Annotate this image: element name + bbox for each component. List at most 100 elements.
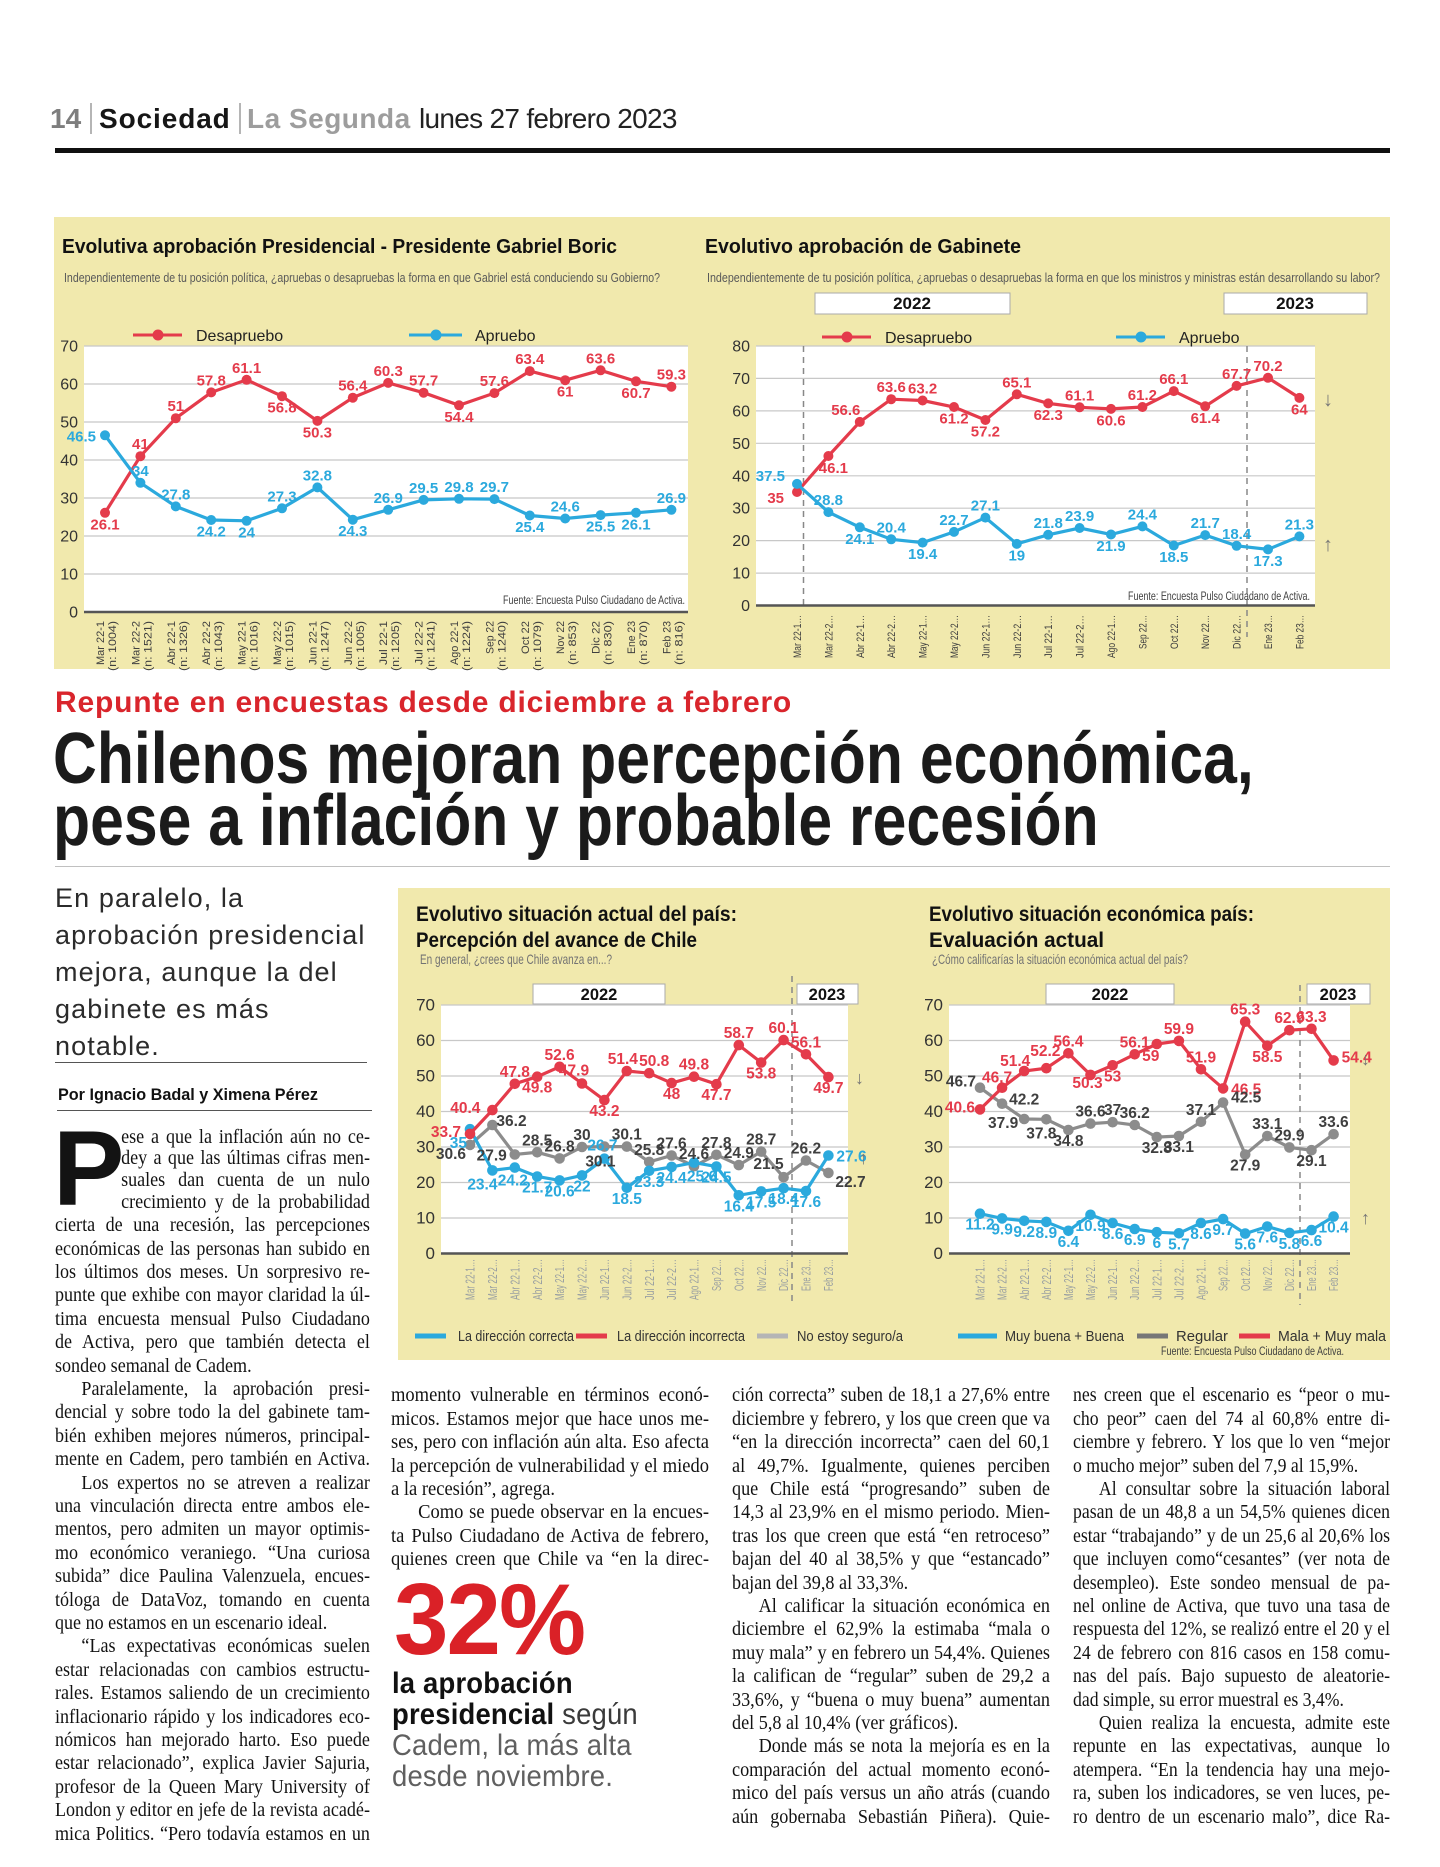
svg-text:29.8: 29.8 <box>444 479 473 496</box>
svg-text:Abr 22-2…: Abr 22-2… <box>1039 1259 1054 1300</box>
svg-text:2022: 2022 <box>1092 986 1129 1004</box>
svg-text:Muy buena + Buena: Muy buena + Buena <box>1005 1328 1125 1345</box>
svg-text:21.7: 21.7 <box>522 1180 552 1197</box>
svg-text:6.9: 6.9 <box>1124 1232 1146 1249</box>
svg-text:Fuente: Encuesta Pulso Ciudada: Fuente: Encuesta Pulso Ciudadano de Acti… <box>503 593 685 607</box>
svg-text:18.5: 18.5 <box>1159 549 1188 566</box>
svg-text:36.2: 36.2 <box>1120 1105 1150 1122</box>
svg-text:50: 50 <box>924 1067 943 1086</box>
svg-text:52.2: 52.2 <box>1030 1043 1060 1060</box>
svg-text:26.2: 26.2 <box>791 1141 821 1158</box>
svg-text:↓: ↓ <box>855 1068 864 1088</box>
svg-text:53: 53 <box>1104 1068 1122 1085</box>
svg-text:10: 10 <box>924 1209 943 1228</box>
svg-text:Jul 22-2…: Jul 22-2… <box>1172 1259 1187 1300</box>
svg-text:52.6: 52.6 <box>545 1047 576 1064</box>
svg-text:63.3: 63.3 <box>1296 1009 1327 1026</box>
svg-text:59.3: 59.3 <box>657 367 686 384</box>
svg-text:24.5: 24.5 <box>701 1170 732 1187</box>
svg-text:28.5: 28.5 <box>522 1132 553 1149</box>
svg-text:↑: ↑ <box>1361 1208 1370 1228</box>
svg-text:32.8: 32.8 <box>303 467 332 484</box>
svg-text:Feb 23…: Feb 23… <box>821 1259 836 1291</box>
svg-text:Jul 22-1…: Jul 22-1… <box>1149 1259 1164 1300</box>
svg-text:60: 60 <box>60 377 78 394</box>
svg-text:Abr 22-1…: Abr 22-1… <box>855 615 867 658</box>
svg-text:42.5: 42.5 <box>1231 1090 1262 1107</box>
svg-text:26.9: 26.9 <box>657 490 686 507</box>
svg-text:↓: ↓ <box>1323 389 1333 411</box>
svg-text:Oct 22…: Oct 22… <box>1238 1259 1253 1291</box>
svg-text:Mar 22-1(n: 1004): Mar 22-1(n: 1004) <box>95 621 119 671</box>
svg-text:37.1: 37.1 <box>1186 1102 1217 1119</box>
svg-text:56.1: 56.1 <box>1120 1034 1151 1051</box>
svg-text:22: 22 <box>573 1178 590 1195</box>
svg-text:Oct 22(n: 1079): Oct 22(n: 1079) <box>520 621 544 671</box>
svg-text:Mar 22-1…: Mar 22-1… <box>792 615 804 658</box>
svg-text:40.4: 40.4 <box>450 1100 481 1117</box>
svg-text:20: 20 <box>924 1173 943 1192</box>
svg-text:Mar 22-2(n: 1521): Mar 22-2(n: 1521) <box>130 621 154 671</box>
svg-text:Ene 23…: Ene 23… <box>1263 615 1275 649</box>
svg-text:49.8: 49.8 <box>679 1057 710 1074</box>
svg-text:Jul 22-1…: Jul 22-1… <box>1043 615 1055 658</box>
svg-text:40.6: 40.6 <box>945 1099 976 1116</box>
svg-text:May 22-1…: May 22-1… <box>918 615 930 658</box>
svg-text:59.9: 59.9 <box>1164 1021 1195 1038</box>
svg-text:61.4: 61.4 <box>1191 410 1221 427</box>
svg-text:33.1: 33.1 <box>1164 1139 1195 1156</box>
svg-text:57.2: 57.2 <box>971 424 1000 441</box>
svg-text:Feb 23(n: 816): Feb 23(n: 816) <box>661 621 685 665</box>
svg-text:46.7: 46.7 <box>946 1074 976 1091</box>
svg-text:Oct 22…: Oct 22… <box>1169 615 1181 649</box>
svg-text:24.6: 24.6 <box>679 1146 710 1163</box>
svg-text:10: 10 <box>60 567 78 584</box>
svg-text:Jun 22-2…: Jun 22-2… <box>1127 1259 1142 1300</box>
svg-text:65.3: 65.3 <box>1230 1002 1261 1019</box>
svg-text:34: 34 <box>132 463 149 480</box>
svg-text:19: 19 <box>1008 547 1025 564</box>
svg-text:59: 59 <box>1142 1048 1160 1065</box>
svg-text:30: 30 <box>924 1138 943 1157</box>
svg-text:24.9: 24.9 <box>724 1145 755 1162</box>
svg-text:37.8: 37.8 <box>1026 1125 1057 1142</box>
svg-text:61.1: 61.1 <box>1065 387 1094 404</box>
svg-text:60.1: 60.1 <box>769 1020 800 1037</box>
svg-text:La dirección correcta: La dirección correcta <box>458 1328 575 1345</box>
svg-text:Abr 22-2(n: 1043): Abr 22-2(n: 1043) <box>201 621 225 671</box>
svg-text:20: 20 <box>60 529 78 546</box>
svg-text:65.1: 65.1 <box>1002 374 1031 391</box>
svg-text:20: 20 <box>416 1173 435 1192</box>
svg-text:10.4: 10.4 <box>1319 1220 1350 1237</box>
svg-text:46.1: 46.1 <box>819 460 848 477</box>
svg-text:54.4: 54.4 <box>444 409 474 426</box>
svg-text:58.5: 58.5 <box>1252 1049 1283 1066</box>
svg-text:50: 50 <box>416 1067 435 1086</box>
svg-text:51.4: 51.4 <box>1000 1053 1031 1070</box>
svg-text:60.7: 60.7 <box>621 385 650 402</box>
svg-text:30: 30 <box>573 1127 590 1144</box>
svg-text:0: 0 <box>934 1244 943 1263</box>
svg-text:Mar 22-2…: Mar 22-2… <box>485 1259 500 1300</box>
svg-text:58.7: 58.7 <box>724 1025 754 1042</box>
svg-text:Desapruebo: Desapruebo <box>196 328 283 345</box>
svg-text:24.4: 24.4 <box>1128 506 1158 523</box>
svg-text:May 22-1…: May 22-1… <box>552 1259 567 1300</box>
svg-text:28.8: 28.8 <box>814 492 843 509</box>
svg-text:La dirección incorrecta: La dirección incorrecta <box>617 1328 746 1345</box>
svg-text:Regular: Regular <box>1176 1328 1228 1345</box>
svg-text:0: 0 <box>69 605 78 622</box>
svg-text:27.6: 27.6 <box>836 1149 867 1166</box>
svg-text:Jun 22-1…: Jun 22-1… <box>980 615 992 658</box>
svg-text:10.9: 10.9 <box>1075 1218 1106 1235</box>
svg-text:56.6: 56.6 <box>831 402 860 419</box>
svg-text:34.8: 34.8 <box>1053 1133 1084 1150</box>
svg-text:May 22-2…: May 22-2… <box>949 615 961 658</box>
svg-text:2022: 2022 <box>893 294 931 313</box>
svg-text:Jun 22-1(n: 1247): Jun 22-1(n: 1247) <box>307 621 331 671</box>
svg-text:70: 70 <box>416 996 435 1015</box>
svg-text:30.6: 30.6 <box>436 1146 467 1163</box>
svg-text:Mar 22-1…: Mar 22-1… <box>973 1259 988 1300</box>
svg-text:50.3: 50.3 <box>1072 1075 1103 1092</box>
svg-text:Nov 22…: Nov 22… <box>754 1259 769 1291</box>
